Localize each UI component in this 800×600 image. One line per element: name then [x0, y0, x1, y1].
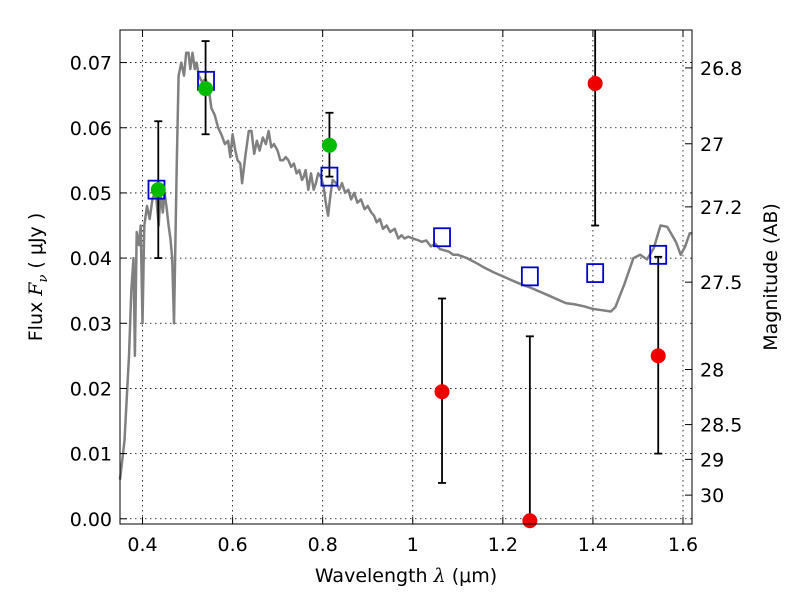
y-tick-label: 0.02: [70, 378, 112, 400]
x-tick-label: 1.2: [488, 534, 518, 556]
x-axis-label-prefix: Wavelength: [315, 565, 434, 587]
plot-frame: [119, 29, 693, 525]
model-photometry-point: [649, 244, 668, 265]
y-tick-label: 0.06: [70, 118, 112, 140]
x-tick-label: 1: [407, 534, 419, 556]
model-photometry-point: [520, 266, 539, 287]
x-axis-label-unit: (μm): [446, 565, 497, 587]
y-tick-label: 0.04: [70, 248, 112, 270]
y-axis-label-subscript: ν: [36, 275, 51, 283]
x-tick-label: 1.4: [578, 534, 608, 556]
x-tick-label: 0.6: [217, 534, 247, 556]
y2-tick-label: 29: [700, 449, 724, 471]
y2-tick-label: 30: [700, 485, 724, 507]
errorbars: [154, 30, 663, 524]
y-tick-label: 0.00: [70, 509, 112, 531]
y-tick-label: 0.05: [70, 183, 112, 205]
model-photometry-point: [433, 227, 451, 248]
y2-tick-label: 26.8: [700, 58, 742, 80]
x-axis-label: Wavelength λ (μm): [315, 565, 497, 587]
x-tick-label: 0.4: [127, 534, 157, 556]
model-photometry-point: [320, 166, 339, 187]
model-sed-layer: [118, 51, 692, 480]
model-sed-curve: [118, 51, 692, 480]
x-axis-label-symbol: λ: [433, 565, 446, 587]
y-tick-label: 0.01: [70, 444, 112, 466]
y-tick-label: 0.03: [70, 313, 112, 335]
y2-tick-label: 27.2: [700, 197, 742, 219]
y2-tick-label: 28: [700, 359, 724, 381]
y-axis-label-symbol: F: [25, 282, 47, 297]
y2-tick-label: 27.5: [700, 272, 742, 294]
x-tick-label: 1.6: [668, 534, 698, 556]
y2-tick-label: 27: [700, 134, 724, 156]
upper-limit-point: [522, 513, 538, 529]
detection-point: [321, 137, 337, 153]
y-axis-label-unit: ( μJy ): [25, 213, 47, 275]
axis-ticks: 0.4 0.6 0.8 1 1.2 1.4 1.6 0.00 0.01 0.02 0.03 0.04 0…: [70, 30, 742, 556]
model-photometry-point: [586, 263, 605, 283]
data-markers: [147, 70, 668, 529]
y-axis-label-prefix: Flux: [25, 296, 47, 342]
detection-point: [198, 81, 214, 97]
upper-limit-point: [587, 75, 603, 91]
upper-limit-point: [650, 348, 666, 364]
y-tick-label: 0.07: [70, 53, 112, 75]
detection-point: [150, 182, 166, 198]
y2-tick-label: 28.5: [700, 415, 742, 437]
grid-lines: [120, 30, 692, 524]
upper-limit-point: [434, 384, 450, 400]
y-axis-label: Flux Fν ( μJy ): [25, 213, 51, 342]
y2-axis-label: Magnitude (AB): [760, 203, 782, 351]
x-tick-label: 0.8: [308, 534, 338, 556]
